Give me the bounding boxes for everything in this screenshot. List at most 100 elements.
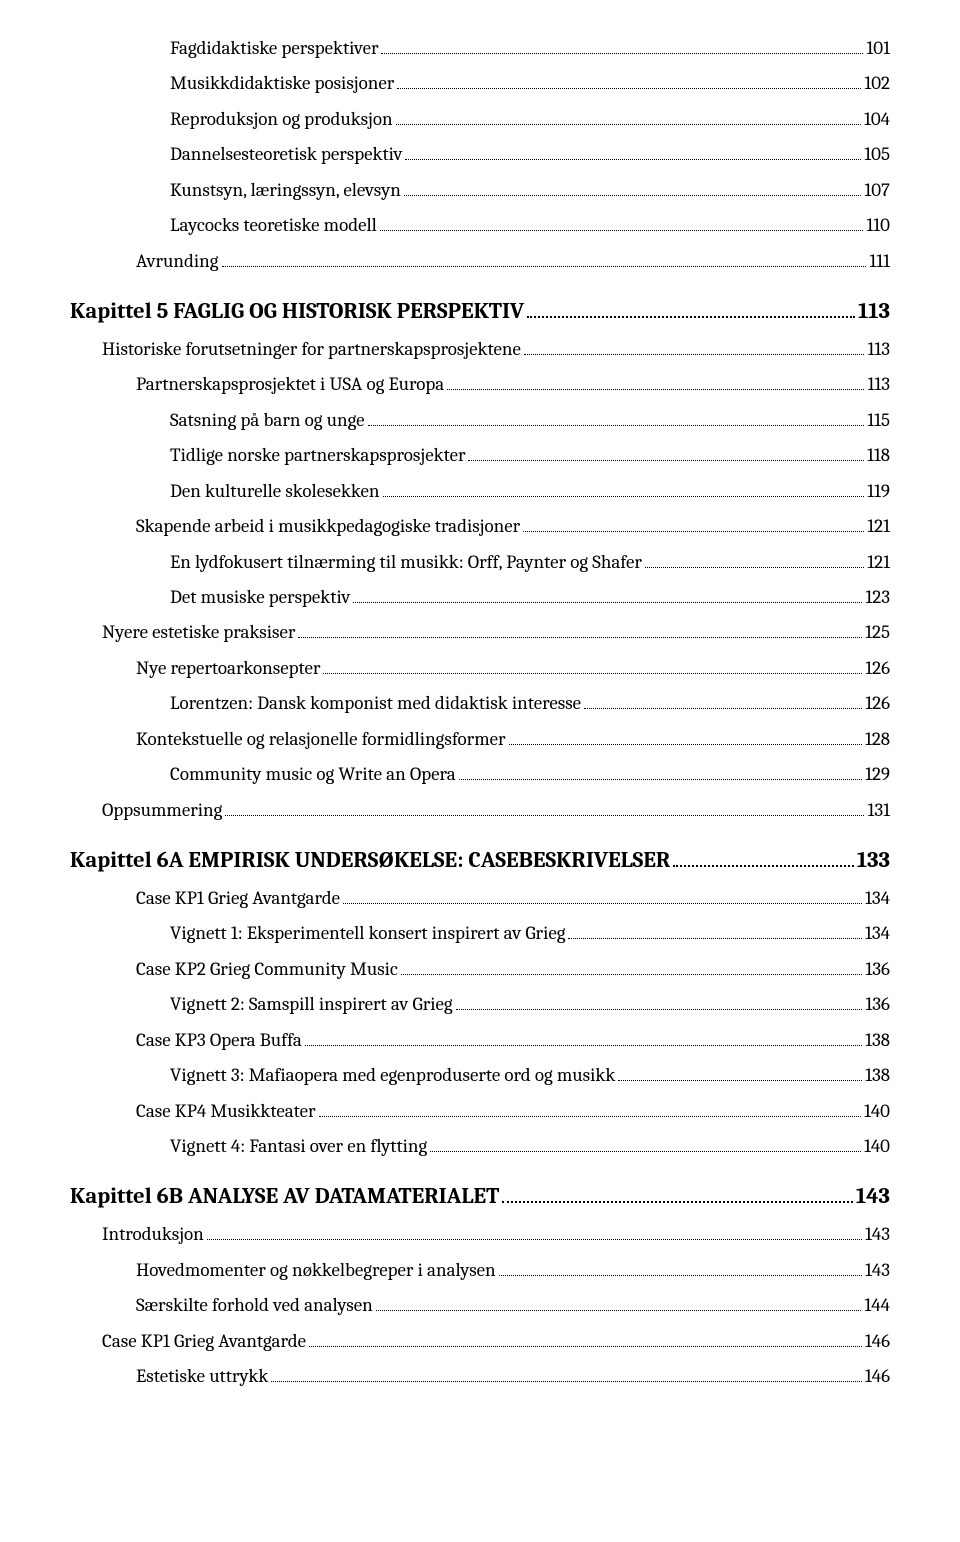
toc-entry-page: 140: [864, 1097, 890, 1126]
toc-entry: Partnerskapsprosjektet i USA og Europa 11…: [136, 370, 890, 399]
toc-entry: Lorentzen: Dansk komponist med didaktisk…: [170, 689, 890, 718]
toc-dot-leader: [323, 657, 862, 674]
toc-entry-page: 136: [865, 955, 890, 984]
toc-entry: En lydfokusert tilnærming til musikk: Or…: [170, 548, 890, 577]
toc-dot-leader: [381, 37, 863, 54]
toc-dot-leader: [527, 297, 855, 318]
toc-entry-title: Community music og Write an Opera: [170, 760, 456, 789]
toc-dot-leader: [447, 373, 864, 390]
toc-page: Fagdidaktiske perspektiver 101 Musikkdidak…: [0, 0, 960, 1432]
toc-entry: Nye repertoarkonsepter126: [136, 654, 890, 683]
toc-dot-leader: [618, 1064, 862, 1081]
toc-entry-page: 131: [867, 796, 890, 825]
toc-entry-title: Kapittel 5 FAGLIG OG HISTORISK PERSPEKTI…: [70, 294, 524, 329]
toc-dot-leader: [222, 249, 867, 266]
toc-entry-page: 125: [865, 618, 890, 647]
toc-entry-title: Fagdidaktiske perspektiver: [170, 34, 378, 63]
toc-entry: Vignett 1: Eksperimentell konsert inspir…: [170, 919, 890, 948]
toc-entry-title: Kapittel 6B ANALYSE AV DATAMATERIALET: [70, 1179, 499, 1214]
toc-entry: Særskilte forhold ved analysen144: [136, 1291, 890, 1320]
toc-entry: Avrunding 111: [136, 247, 890, 276]
toc-dot-leader: [524, 338, 865, 355]
toc-dot-leader: [456, 993, 863, 1010]
toc-entry-title: Kunstsyn, læringssyn, elevsyn: [170, 176, 401, 205]
toc-dot-leader: [502, 1182, 852, 1203]
toc-entry-title: Dannelsesteoretisk perspektiv: [170, 140, 402, 169]
toc-entry-title: Partnerskapsprosjektet i USA og Europa: [136, 370, 444, 399]
toc-entry: Case KP4 Musikkteater140: [136, 1097, 890, 1126]
toc-dot-leader: [523, 515, 864, 532]
toc-entry: Tidlige norske partnerskapsprosjekter118: [170, 441, 890, 470]
toc-entry: Vignett 3: Mafiaopera med egenproduserte…: [170, 1061, 890, 1090]
toc-entry-title: Reproduksjon og produksjon: [170, 105, 393, 134]
table-of-contents: Fagdidaktiske perspektiver 101 Musikkdidak…: [70, 34, 890, 1392]
toc-entry-page: 118: [867, 441, 890, 470]
toc-dot-leader: [383, 480, 865, 497]
toc-entry: Kunstsyn, læringssyn, elevsyn 107: [170, 176, 890, 205]
toc-entry: Reproduksjon og produksjon 104: [170, 105, 890, 134]
toc-entry-title: Vignett 1: Eksperimentell konsert inspir…: [170, 919, 565, 948]
toc-entry-page: 126: [865, 689, 890, 718]
toc-entry: Musikkdidaktiske posisjoner 102: [170, 69, 890, 98]
toc-entry: Kapittel 6A EMPIRISK UNDERSØKELSE: CASEB…: [70, 843, 890, 878]
toc-entry: Kontekstuelle og relasjonelle formidling…: [136, 725, 890, 754]
toc-entry-title: Satsning på barn og unge: [170, 406, 365, 435]
toc-entry: Kapittel 5 FAGLIG OG HISTORISK PERSPEKTI…: [70, 294, 890, 329]
toc-entry-page: 121: [867, 512, 890, 541]
toc-dot-leader: [396, 108, 861, 125]
toc-entry-page: 133: [857, 843, 890, 878]
toc-entry-page: 107: [864, 176, 890, 205]
toc-entry: Community music og Write an Opera 129: [170, 760, 890, 789]
toc-entry-title: Lorentzen: Dansk komponist med didaktisk…: [170, 689, 581, 718]
toc-entry-page: 113: [858, 294, 890, 329]
toc-dot-leader: [368, 409, 865, 426]
toc-entry: Satsning på barn og unge115: [170, 406, 890, 435]
toc-dot-leader: [309, 1329, 862, 1346]
toc-entry-title: Case KP1 Grieg Avantgarde: [136, 884, 340, 913]
toc-entry-title: Skapende arbeid i musikkpedagogiske trad…: [136, 512, 520, 541]
toc-dot-leader: [459, 763, 862, 780]
toc-entry-page: 123: [865, 583, 890, 612]
toc-entry-page: 140: [864, 1132, 890, 1161]
toc-entry: Laycocks teoretiske modell110: [170, 211, 890, 240]
toc-entry-page: 119: [867, 477, 890, 506]
toc-entry: Skapende arbeid i musikkpedagogiske trad…: [136, 512, 890, 541]
toc-dot-leader: [509, 728, 862, 745]
toc-dot-leader: [673, 846, 854, 867]
toc-entry: Fagdidaktiske perspektiver 101: [170, 34, 890, 63]
toc-entry: Dannelsesteoretisk perspektiv105: [170, 140, 890, 169]
toc-dot-leader: [397, 72, 861, 89]
toc-entry-page: 134: [865, 884, 890, 913]
toc-entry-title: Estetiske uttrykk: [136, 1362, 268, 1391]
toc-entry: Vignett 2: Samspill inspirert av Grieg13…: [170, 990, 890, 1019]
toc-entry: Oppsummering 131: [102, 796, 890, 825]
toc-dot-leader: [343, 887, 862, 904]
toc-dot-leader: [380, 214, 864, 231]
toc-entry-title: Oppsummering: [102, 796, 222, 825]
toc-dot-leader: [499, 1259, 862, 1276]
toc-entry-title: Case KP3 Opera Buffa: [136, 1026, 302, 1055]
toc-entry-title: Hovedmomenter og nøkkelbegreper i analys…: [136, 1256, 496, 1285]
toc-entry-page: 104: [864, 105, 890, 134]
toc-entry-page: 113: [867, 370, 890, 399]
toc-entry-title: Kapittel 6A EMPIRISK UNDERSØKELSE: CASEB…: [70, 843, 670, 878]
toc-entry-page: 102: [864, 69, 890, 98]
toc-entry-title: Musikkdidaktiske posisjoner: [170, 69, 394, 98]
toc-entry-page: 143: [856, 1179, 890, 1214]
toc-entry-page: 111: [869, 247, 890, 276]
toc-entry: Kapittel 6B ANALYSE AV DATAMATERIALET 143: [70, 1179, 890, 1214]
toc-entry-title: Avrunding: [136, 247, 219, 276]
toc-dot-leader: [376, 1294, 862, 1311]
toc-entry-page: 101: [866, 34, 890, 63]
toc-dot-leader: [404, 179, 862, 196]
toc-entry: Case KP1 Grieg Avantgarde146: [102, 1327, 890, 1356]
toc-entry-page: 129: [865, 760, 890, 789]
toc-entry-title: En lydfokusert tilnærming til musikk: Or…: [170, 548, 642, 577]
toc-entry-title: Laycocks teoretiske modell: [170, 211, 377, 240]
toc-entry: Hovedmomenter og nøkkelbegreper i analys…: [136, 1256, 890, 1285]
toc-dot-leader: [468, 444, 864, 461]
toc-entry: Introduksjon143: [102, 1220, 890, 1249]
toc-dot-leader: [401, 958, 862, 975]
toc-entry: Case KP2 Grieg Community Music136: [136, 955, 890, 984]
toc-entry: Historiske forutsetninger for partnerska…: [102, 335, 890, 364]
